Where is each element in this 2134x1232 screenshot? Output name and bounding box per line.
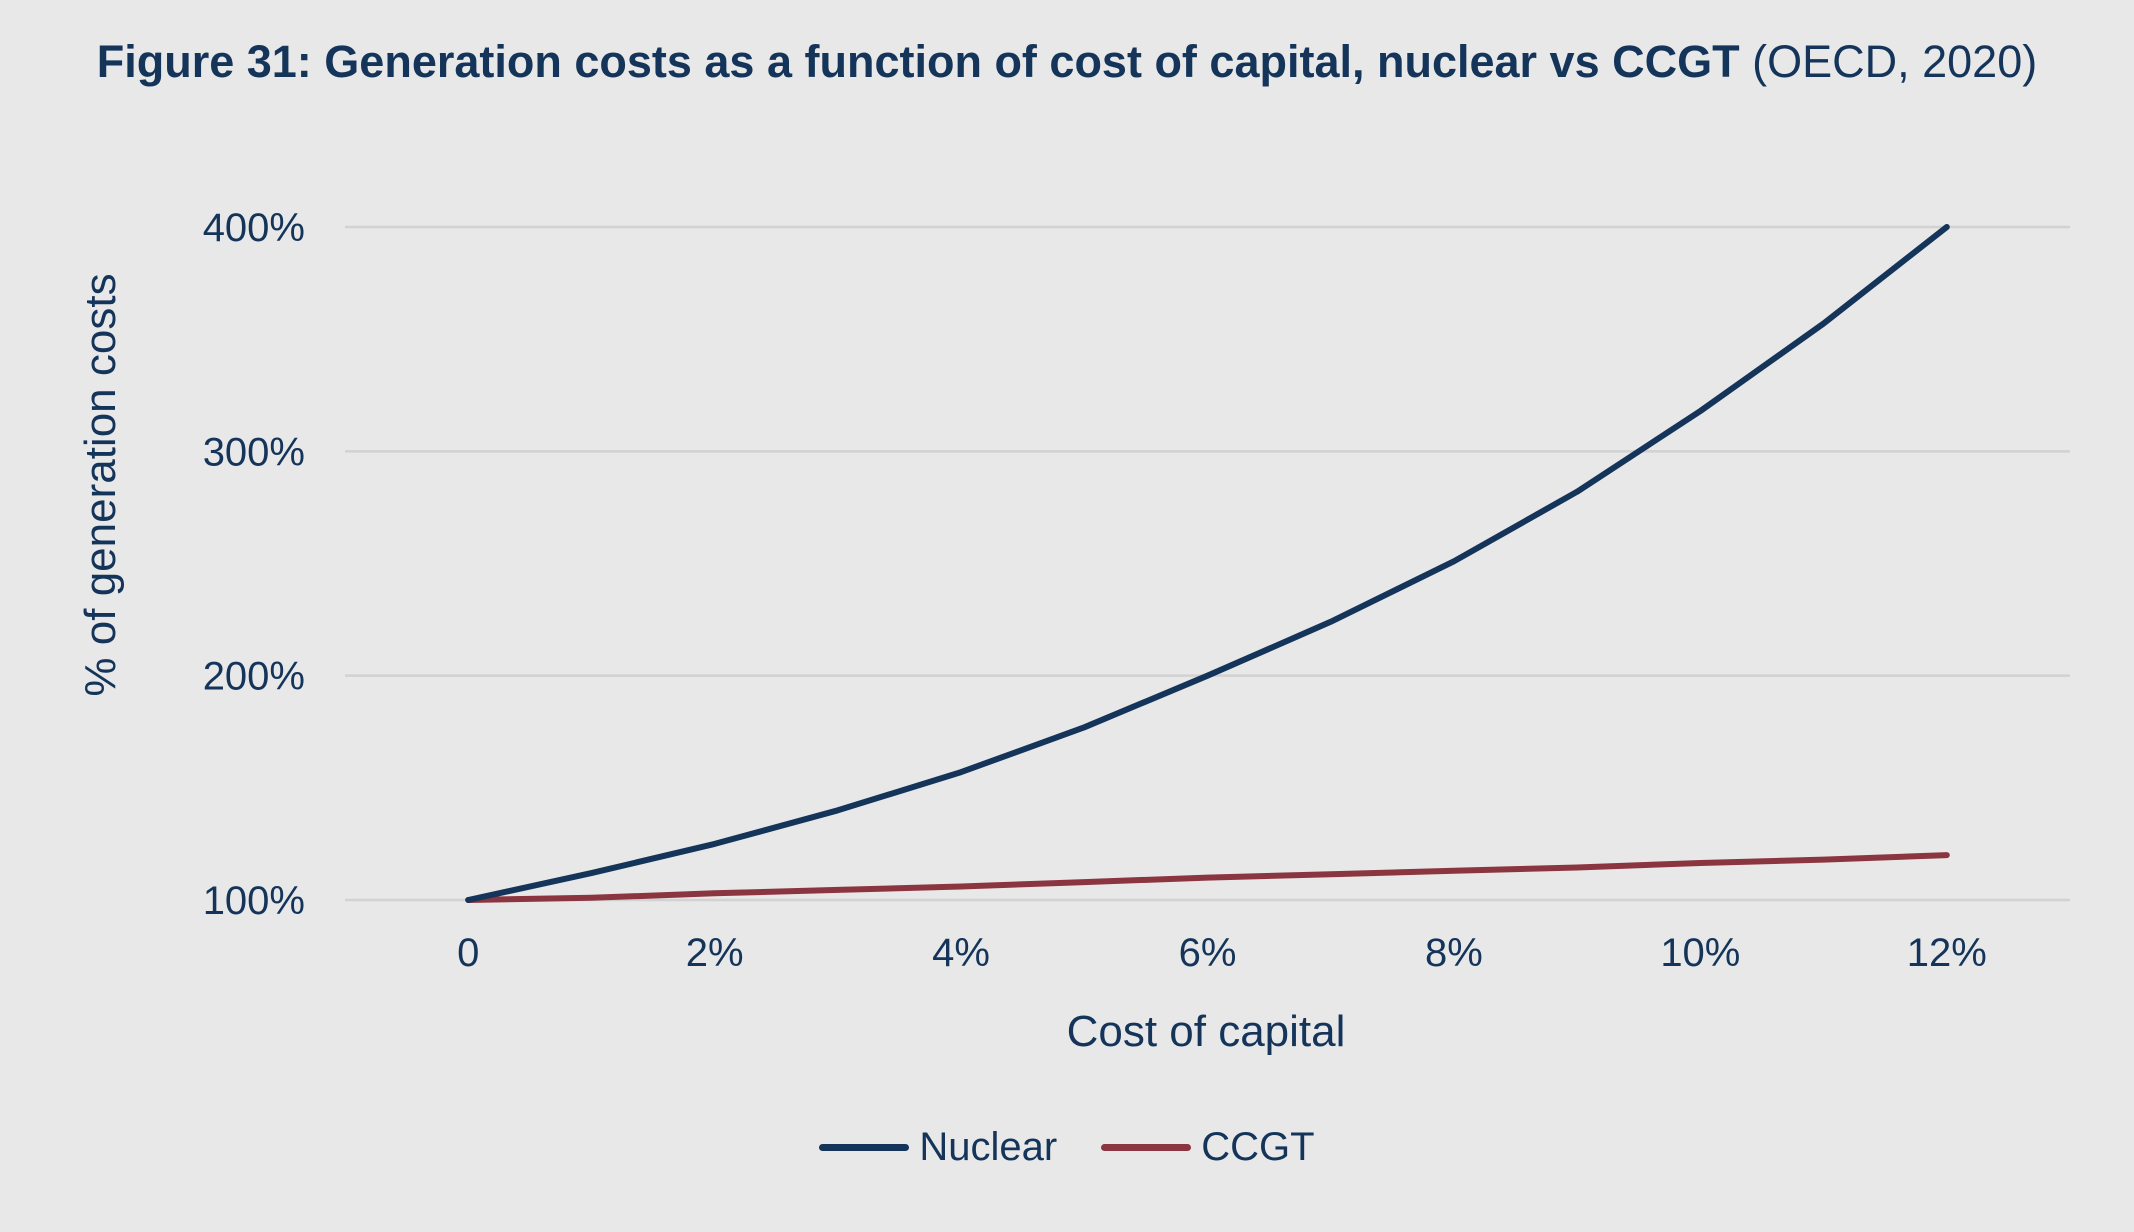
y-axis-tick-labels: 100% 200% 300% 400%	[203, 206, 305, 923]
series-line-nuclear	[465, 224, 1950, 903]
gridlines	[345, 225, 2070, 902]
x-tick-label: 10%	[1660, 931, 1740, 975]
legend-label-nuclear: Nuclear	[919, 1125, 1058, 1169]
x-tick-label: 4%	[932, 931, 990, 975]
y-tick-label: 400%	[203, 206, 305, 250]
chart-legend: Nuclear CCGT	[0, 1125, 2134, 1170]
legend-swatch-ccgt	[1101, 1144, 1192, 1151]
chart-title-main: Figure 31: Generation costs as a functio…	[96, 36, 1740, 87]
x-axis-tick-labels: 0 2% 4% 6% 8% 10% 12%	[457, 931, 1987, 975]
y-axis-title: % of generation costs	[76, 273, 125, 696]
series-line-ccgt	[465, 852, 1950, 903]
y-tick-label: 300%	[203, 430, 305, 474]
x-tick-label: 8%	[1425, 931, 1483, 975]
legend-item-nuclear: Nuclear	[819, 1125, 1057, 1170]
x-tick-label: 12%	[1907, 931, 1987, 975]
x-tick-label: 6%	[1179, 931, 1237, 975]
legend-item-ccgt: CCGT	[1101, 1125, 1315, 1170]
y-tick-label: 200%	[203, 655, 305, 699]
x-axis-title: Cost of capital	[1067, 1007, 1346, 1056]
legend-swatch-nuclear	[819, 1144, 910, 1151]
x-tick-label: 2%	[686, 931, 744, 975]
series-lines	[465, 224, 1950, 903]
chart-title: Figure 31: Generation costs as a functio…	[0, 34, 2134, 90]
legend-label-ccgt: CCGT	[1201, 1125, 1315, 1169]
chart-title-source: (OECD, 2020)	[1752, 36, 2038, 87]
x-tick-label: 0	[457, 931, 479, 975]
y-tick-label: 100%	[203, 879, 305, 923]
